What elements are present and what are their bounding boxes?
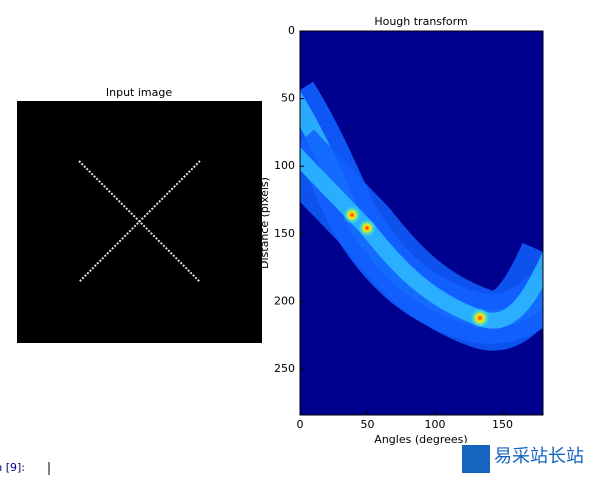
y-tick-label: 250 <box>274 362 295 375</box>
hough-title: Hough transform <box>374 15 467 28</box>
x-tick-label: 150 <box>492 418 513 431</box>
watermark: 易采站长站 <box>494 446 584 467</box>
input-lines <box>78 160 201 283</box>
y-tick-label: 100 <box>274 159 295 172</box>
x-tick-label: 50 <box>361 418 375 431</box>
x-tick-label: 100 <box>425 418 446 431</box>
x-axis-label: Angles (degrees) <box>374 433 467 446</box>
input-title: Input image <box>106 86 172 99</box>
hough-image <box>300 31 543 415</box>
y-tick-label: 50 <box>281 92 295 105</box>
y-axis-label: Distance (pixels) <box>258 177 271 269</box>
watermark-logo <box>462 445 490 473</box>
y-tick-label: 0 <box>288 24 295 37</box>
x-tick-label: 0 <box>297 418 304 431</box>
prompt: In [9]: <box>0 461 25 474</box>
y-tick-label: 150 <box>274 227 295 240</box>
y-tick-label: 200 <box>274 294 295 307</box>
hough-frame <box>299 30 544 416</box>
